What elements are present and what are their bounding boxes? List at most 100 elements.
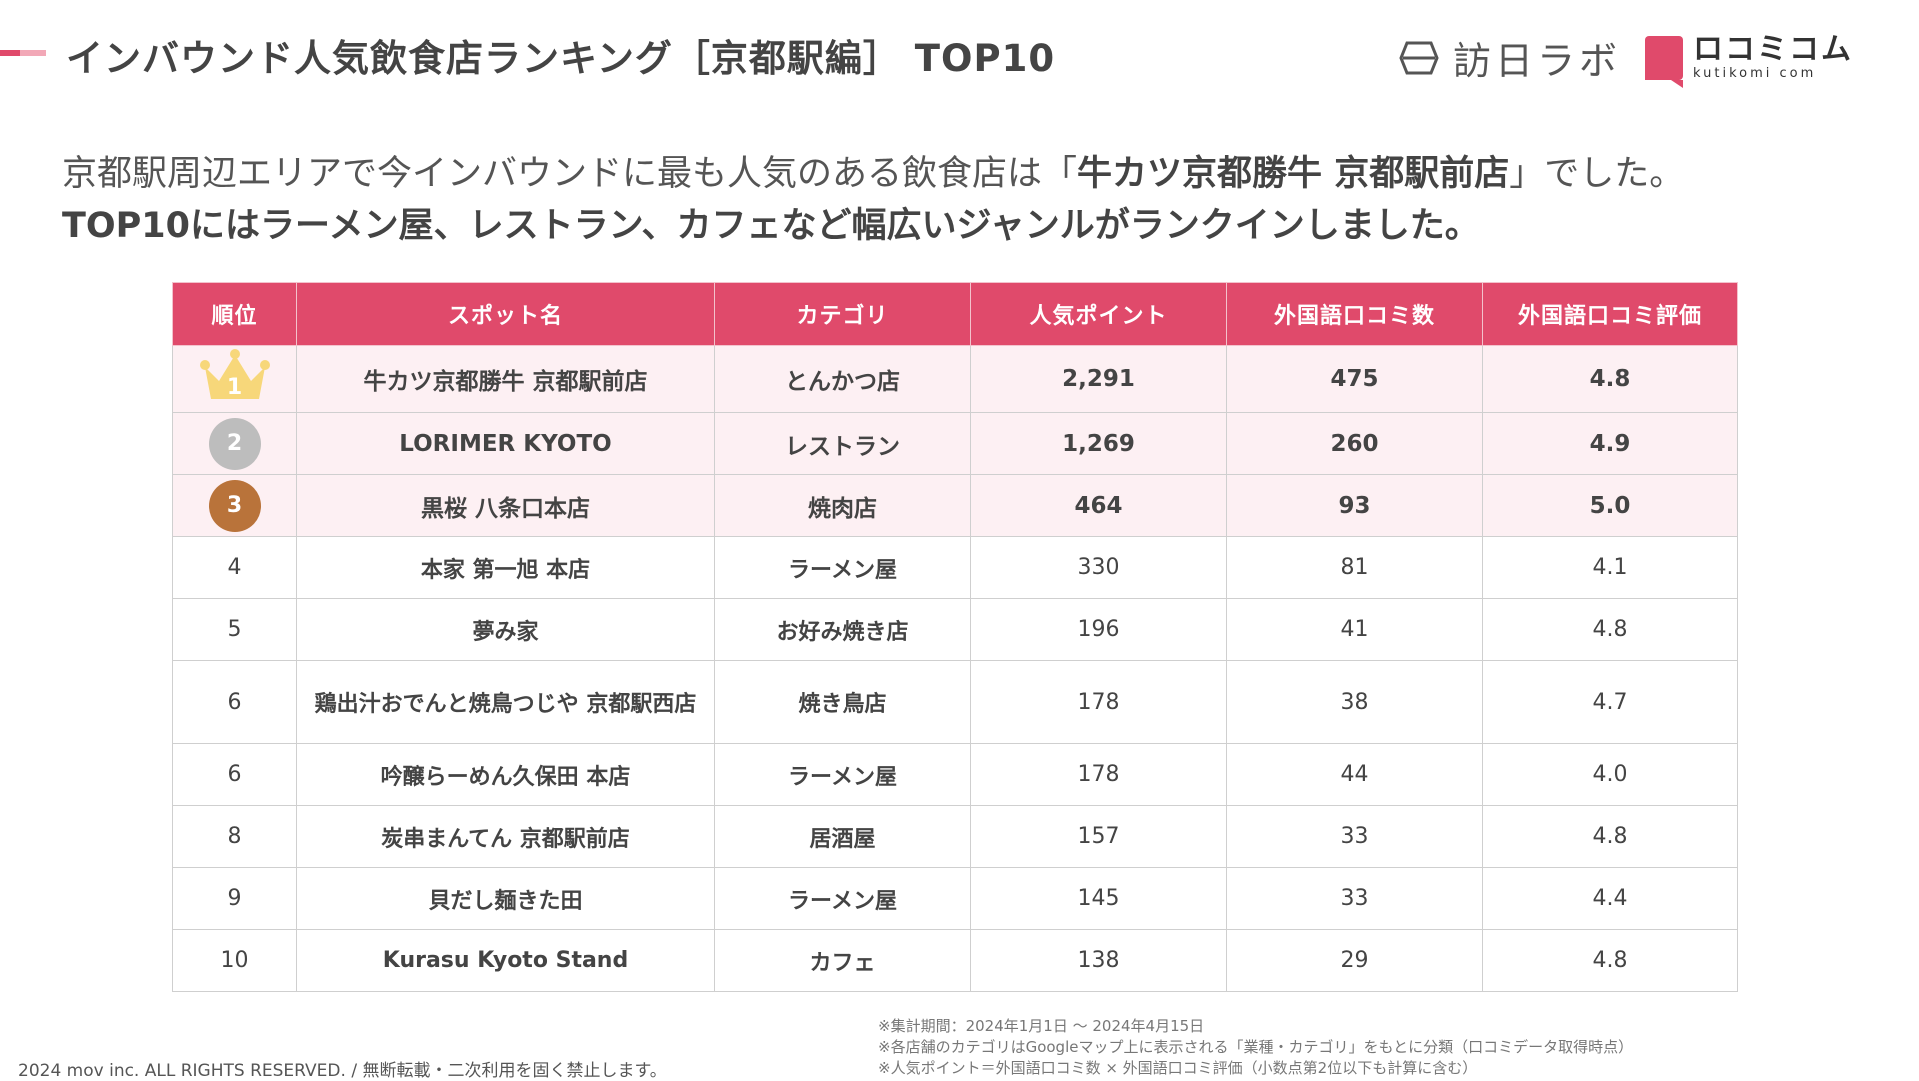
rank-cell: 5	[172, 598, 297, 661]
shop-name: 炭串まんてん 京都駅前店	[296, 805, 715, 868]
honichi-lab-logo: 訪日ラボ	[1399, 30, 1621, 85]
speech-bubble-icon	[1645, 35, 1683, 88]
kutikomi-logo: ロコミコム kutikomi com	[1645, 32, 1853, 88]
category: カフェ	[714, 929, 971, 992]
shop-name: 牛カツ京都勝牛 京都駅前店	[296, 345, 715, 413]
rating: 4.8	[1482, 805, 1738, 868]
note-period: ※集計期間：2024年1月1日 〜 2024年4月15日	[878, 1017, 1205, 1035]
silver-medal-icon: 2	[208, 417, 261, 470]
page-title: インバウンド人気飲食店ランキング［京都駅編］ TOP10	[66, 37, 1056, 80]
rating: 4.1	[1482, 536, 1738, 599]
rating: 4.8	[1482, 598, 1738, 661]
logo2-subtext: kutikomi com	[1693, 66, 1817, 81]
rating: 4.0	[1482, 743, 1738, 806]
logo1-text: 訪日ラボ	[1452, 39, 1621, 83]
ranking-table: 順位 スポット名 カテゴリ 人気ポイント 外国語口コミ数 外国語口コミ評価 1	[172, 282, 1738, 992]
lead-line-2: TOP10にはラーメン屋、レストラン、カフェなど幅広いジャンルがランクインしまし…	[62, 206, 1480, 246]
reviews: 93	[1226, 474, 1483, 537]
table-row: 5 夢み家 お好み焼き店 196 41 4.8	[172, 598, 1738, 661]
points: 330	[970, 536, 1227, 599]
table-row: 3 黒桜 八条口本店 焼肉店 464 93 5.0	[172, 474, 1738, 537]
category: レストラン	[714, 412, 971, 475]
rating: 4.9	[1482, 412, 1738, 475]
category: お好み焼き店	[714, 598, 971, 661]
shop-name: 鶏出汁おでんと焼鳥つじや 京都駅西店	[296, 660, 715, 744]
rank-number: 1	[226, 375, 243, 400]
lead-line-1: 京都駅周辺エリアで今インバウンドに最も人気のある飲食店は「牛カツ京都勝牛 京都駅…	[62, 154, 1685, 194]
rank-cell: 6	[172, 743, 297, 806]
rank-cell: 1	[172, 345, 297, 413]
header-points: 人気ポイント	[970, 282, 1227, 346]
footnotes: ※集計期間：2024年1月1日 〜 2024年4月15日 ※各店舗のカテゴリはG…	[878, 1016, 1633, 1079]
crown-icon: 1	[199, 347, 271, 405]
header-category: カテゴリ	[714, 282, 971, 346]
category: 焼肉店	[714, 474, 971, 537]
header-name: スポット名	[296, 282, 715, 346]
lantern-icon	[1399, 41, 1439, 74]
table-row: 6 吟醸らーめん久保田 本店 ラーメン屋 178 44 4.0	[172, 743, 1738, 806]
header-reviews: 外国語口コミ数	[1226, 282, 1483, 346]
rank-cell: 6	[172, 660, 297, 744]
table-header-row: 順位 スポット名 カテゴリ 人気ポイント 外国語口コミ数 外国語口コミ評価	[172, 282, 1738, 346]
rating: 5.0	[1482, 474, 1738, 537]
accent-bar	[0, 50, 20, 56]
logo2-text: ロコミコム	[1693, 32, 1853, 67]
rank-cell: 4	[172, 536, 297, 599]
shop-name: 吟醸らーめん久保田 本店	[296, 743, 715, 806]
points: 157	[970, 805, 1227, 868]
category: ラーメン屋	[714, 536, 971, 599]
points: 1,269	[970, 412, 1227, 475]
category: 焼き鳥店	[714, 660, 971, 744]
accent-bar-light	[20, 50, 46, 56]
lead-text: 京都駅周辺エリアで今インバウンドに最も人気のある飲食店は「牛カツ京都勝牛 京都駅…	[62, 148, 1684, 252]
rating: 4.7	[1482, 660, 1738, 744]
reviews: 41	[1226, 598, 1483, 661]
shop-name: Kurasu Kyoto Stand	[296, 929, 715, 992]
points: 145	[970, 867, 1227, 930]
note-category: ※各店舗のカテゴリはGoogleマップ上に表示される「業種・カテゴリ」をもとに分…	[878, 1038, 1634, 1056]
rank-cell: 8	[172, 805, 297, 868]
points: 196	[970, 598, 1227, 661]
reviews: 38	[1226, 660, 1483, 744]
shop-name: 夢み家	[296, 598, 715, 661]
table-row: 4 本家 第一旭 本店 ラーメン屋 330 81 4.1	[172, 536, 1738, 599]
shop-name: 本家 第一旭 本店	[296, 536, 715, 599]
reviews: 29	[1226, 929, 1483, 992]
reviews: 44	[1226, 743, 1483, 806]
table-row: 6 鶏出汁おでんと焼鳥つじや 京都駅西店 焼き鳥店 178 38 4.7	[172, 660, 1738, 744]
header-rank: 順位	[172, 282, 297, 346]
shop-name: 貝だし麺きた田	[296, 867, 715, 930]
reviews: 81	[1226, 536, 1483, 599]
reviews: 260	[1226, 412, 1483, 475]
table-row: 1 牛カツ京都勝牛 京都駅前店 とんかつ店 2,291 475 4.8	[172, 345, 1738, 413]
category: 居酒屋	[714, 805, 971, 868]
logos: 訪日ラボ ロコミコム kutikomi com	[1399, 30, 1853, 88]
points: 2,291	[970, 345, 1227, 413]
category: とんかつ店	[714, 345, 971, 413]
rank-cell: 9	[172, 867, 297, 930]
rating: 4.8	[1482, 929, 1738, 992]
points: 138	[970, 929, 1227, 992]
rank-cell: 3	[172, 474, 297, 537]
category: ラーメン屋	[714, 867, 971, 930]
table-row: 10 Kurasu Kyoto Stand カフェ 138 29 4.8	[172, 929, 1738, 992]
table-row: 8 炭串まんてん 京都駅前店 居酒屋 157 33 4.8	[172, 805, 1738, 868]
reviews: 475	[1226, 345, 1483, 413]
rank-cell: 10	[172, 929, 297, 992]
copyright: 2024 mov inc. ALL RIGHTS RESERVED. / 無断転…	[18, 1061, 667, 1081]
points: 178	[970, 660, 1227, 744]
bronze-medal-icon: 3	[208, 479, 261, 532]
rank-cell: 2	[172, 412, 297, 475]
rating: 4.4	[1482, 867, 1738, 930]
reviews: 33	[1226, 867, 1483, 930]
points: 464	[970, 474, 1227, 537]
points: 178	[970, 743, 1227, 806]
shop-name: 黒桜 八条口本店	[296, 474, 715, 537]
header-rating: 外国語口コミ評価	[1482, 282, 1738, 346]
rating: 4.8	[1482, 345, 1738, 413]
shop-name: LORIMER KYOTO	[296, 412, 715, 475]
category: ラーメン屋	[714, 743, 971, 806]
table-row: 2 LORIMER KYOTO レストラン 1,269 260 4.9	[172, 412, 1738, 475]
highlight-shop: 牛カツ京都勝牛 京都駅前店	[1077, 154, 1510, 194]
note-points: ※人気ポイント＝外国語口コミ数 × 外国語口コミ評価（小数点第2位以下も計算に含…	[878, 1059, 1478, 1077]
